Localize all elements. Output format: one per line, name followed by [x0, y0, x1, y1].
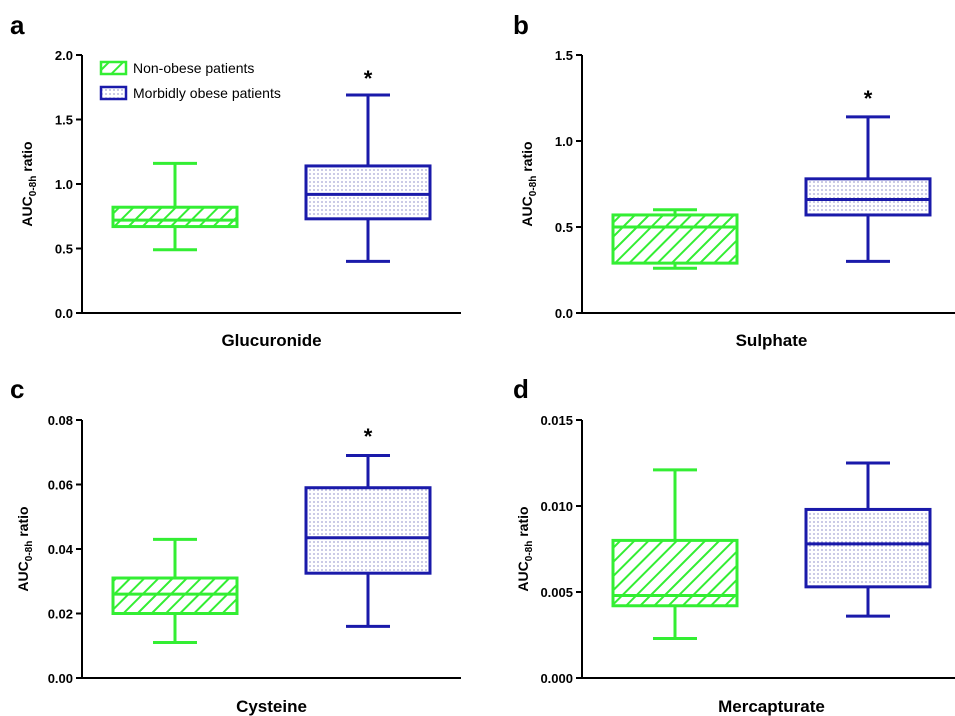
legend: Non-obese patients Morbidly obese patient… [99, 60, 281, 101]
y-tick-label: 0.08 [48, 413, 73, 428]
y-tick-label: 0.00 [48, 671, 73, 686]
y-tick-label: 0.5 [55, 242, 73, 257]
legend-swatch [99, 60, 128, 76]
box-non-obese [111, 537, 239, 645]
box-morbidly-obese: * [304, 424, 432, 628]
y-tick-label: 1.5 [55, 113, 73, 128]
box-morbidly-obese: * [304, 66, 432, 263]
panel-letter: d [513, 374, 529, 404]
significance-star: * [364, 424, 373, 449]
panel-d: d 0.000 0.005 0.010 0.015 AUC0-8h ratio Mercap… [513, 374, 955, 716]
y-tick-label: 0.06 [48, 478, 73, 493]
y-tick-label: 1.0 [555, 134, 573, 149]
legend-label: Morbidly obese patients [133, 85, 281, 101]
y-axis-label: AUC0-8h ratio [19, 141, 39, 226]
y-tick-label: 0.010 [540, 499, 573, 514]
x-axis-label: Cysteine [236, 697, 307, 716]
panel-b: b 0.0 0.5 1.0 1.5 AUC0-8h ratio Sulphate * [513, 10, 955, 350]
y-tick-label: 1.5 [555, 48, 573, 63]
y-axis-label: AUC0-8h ratio [15, 506, 35, 591]
significance-star: * [864, 86, 873, 111]
y-tick-label: 0.0 [55, 306, 73, 321]
y-tick-label: 0.000 [540, 671, 573, 686]
box-morbidly-obese: * [804, 86, 932, 263]
y-axis-label: AUC0-8h ratio [519, 141, 539, 226]
box-morbidly-obese [804, 461, 932, 618]
legend-swatch [99, 85, 128, 101]
panel-c: c 0.00 0.02 0.04 0.06 0.08 AUC0-8h ratio Cystei… [10, 374, 461, 716]
box-iqr [111, 205, 239, 229]
box-iqr [304, 486, 432, 575]
y-tick-label: 1.0 [55, 177, 73, 192]
box-iqr [304, 164, 432, 221]
box-iqr [804, 177, 932, 217]
y-tick-label: 0.5 [555, 220, 573, 235]
panel-letter: b [513, 10, 529, 40]
x-axis-label: Sulphate [736, 331, 808, 350]
box-non-obese [111, 161, 239, 252]
box-non-obese [611, 208, 739, 270]
x-axis-label: Mercapturate [718, 697, 825, 716]
y-tick-label: 2.0 [55, 48, 73, 63]
box-non-obese [611, 468, 739, 640]
legend-label: Non-obese patients [133, 60, 254, 76]
y-tick-label: 0.04 [48, 542, 74, 557]
y-tick-label: 0.02 [48, 607, 73, 622]
significance-star: * [364, 66, 373, 91]
x-axis-label: Glucuronide [221, 331, 321, 350]
panel-letter: a [10, 10, 25, 40]
panel-a: a 0.0 0.5 1.0 1.5 2.0 AUC0-8h ratio Glucuronide… [10, 10, 461, 350]
box-iqr [111, 576, 239, 616]
box-iqr [611, 213, 739, 265]
y-tick-label: 0.0 [555, 306, 573, 321]
y-axis-label: AUC0-8h ratio [515, 506, 535, 591]
y-tick-label: 0.005 [540, 585, 573, 600]
box-iqr [804, 507, 932, 589]
panel-letter: c [10, 374, 24, 404]
y-tick-label: 0.015 [540, 413, 573, 428]
